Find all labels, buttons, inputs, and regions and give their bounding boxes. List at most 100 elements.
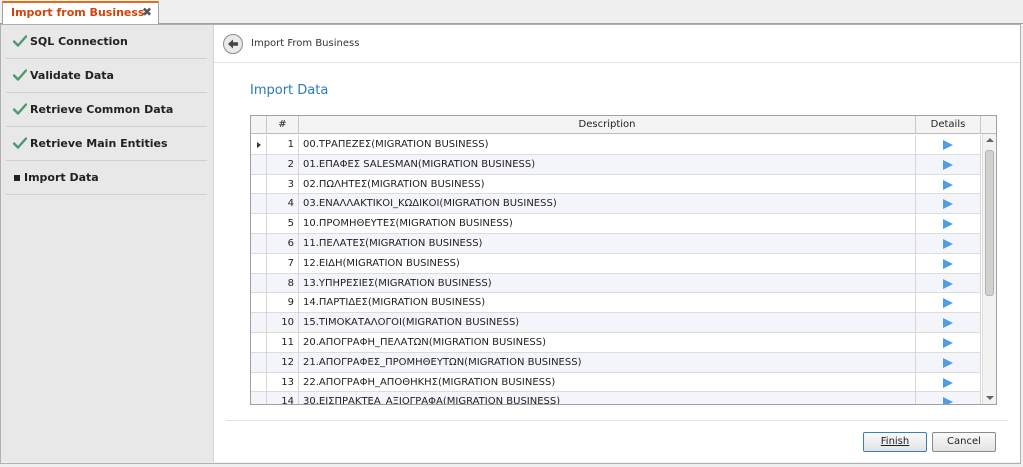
step-retrieve-main-entities[interactable]: Retrieve Main Entities — [6, 127, 207, 161]
check-icon — [13, 103, 27, 115]
row-indicator — [251, 135, 267, 155]
row-number: 5 — [267, 214, 299, 234]
finish-button[interactable]: Finish — [863, 432, 927, 452]
row-indicator — [251, 233, 267, 254]
table-row[interactable]: 1 00.ΤΡΑΠΕΖΕΣ(MIGRATION BUSINESS) — [251, 135, 981, 155]
scroll-up-icon[interactable] — [986, 138, 994, 142]
check-icon — [13, 137, 27, 149]
row-number: 13 — [267, 372, 299, 393]
play-icon[interactable] — [943, 298, 953, 309]
table-row[interactable]: 14 30.ΕΙΣΠΡΑΚΤΕΑ_ΑΞΙΟΓΡΑΦΑ(MIGRATION BUSI… — [251, 392, 981, 404]
row-indicator — [251, 273, 267, 294]
row-indicator — [251, 194, 267, 215]
row-number: 2 — [267, 154, 299, 175]
table-row[interactable]: 8 13.ΥΠΗΡΕΣΙΕΣ(MIGRATION BUSINESS) — [251, 273, 981, 294]
step-import-data[interactable]: Import Data — [6, 161, 207, 195]
step-label: Retrieve Common Data — [30, 103, 174, 116]
row-description: 10.ΠΡΟΜΗΘΕΥΤΕΣ(MIGRATION BUSINESS) — [299, 214, 916, 234]
row-details — [916, 174, 981, 195]
table-row[interactable]: 7 12.ΕΙΔΗ(MIGRATION BUSINESS) — [251, 253, 981, 274]
vertical-scrollbar[interactable] — [982, 134, 996, 404]
play-icon[interactable] — [943, 199, 953, 210]
play-icon[interactable] — [943, 377, 953, 388]
row-description: 00.ΤΡΑΠΕΖΕΣ(MIGRATION BUSINESS) — [299, 135, 916, 155]
row-number: 14 — [267, 392, 299, 404]
table-row[interactable]: 3 02.ΠΩΛΗΤΕΣ(MIGRATION BUSINESS) — [251, 174, 981, 195]
row-indicator — [251, 293, 267, 314]
close-icon[interactable]: ✖ — [141, 5, 152, 19]
row-details — [916, 273, 981, 294]
row-details — [916, 135, 981, 155]
step-label: SQL Connection — [30, 35, 128, 48]
finish-button-label: Finish — [880, 436, 910, 447]
import-data-grid: # Description Details 1 00.ΤΡΑΠΕΖΕΣ(MIGRA… — [250, 115, 997, 405]
row-description: 11.ΠΕΛΑΤΕΣ(MIGRATION BUSINESS) — [299, 233, 916, 254]
row-description: 01.ΕΠΑΦΕΣ SALESMAN(MIGRATION BUSINESS) — [299, 154, 916, 175]
row-number: 6 — [267, 233, 299, 254]
column-header-details[interactable]: Details — [916, 116, 981, 134]
wizard-steps-sidebar: SQL Connection Validate Data Retrieve Co… — [0, 25, 214, 462]
play-icon[interactable] — [943, 318, 953, 329]
row-indicator — [251, 214, 267, 234]
row-details — [916, 392, 981, 404]
grid-header: # Description Details — [251, 116, 996, 134]
table-row[interactable]: 10 15.ΤΙΜΟΚΑΤΑΛΟΓΟΙ(MIGRATION BUSINESS) — [251, 313, 981, 333]
table-row[interactable]: 11 20.ΑΠΟΓΡΑΦΗ_ΠΕΛΑΤΩΝ(MIGRATION BUSINESS… — [251, 332, 981, 353]
column-header-description[interactable]: Description — [299, 116, 916, 134]
step-validate-data[interactable]: Validate Data — [6, 59, 207, 93]
row-description: 03.ΕΝΑΛΛΑΚΤΙΚΟΙ_ΚΩΔΙΚΟΙ(MIGRATION BUSINE… — [299, 194, 916, 215]
play-icon[interactable] — [943, 159, 953, 170]
scroll-down-icon[interactable] — [986, 396, 994, 400]
grid-rows: 1 00.ΤΡΑΠΕΖΕΣ(MIGRATION BUSINESS) 2 01.ΕΠΑΦ… — [251, 135, 981, 404]
step-retrieve-common-data[interactable]: Retrieve Common Data — [6, 93, 207, 127]
play-icon[interactable] — [943, 337, 953, 348]
row-indicator — [251, 174, 267, 195]
play-icon[interactable] — [943, 397, 953, 404]
row-details — [916, 332, 981, 353]
row-description: 02.ΠΩΛΗΤΕΣ(MIGRATION BUSINESS) — [299, 174, 916, 195]
row-description: 14.ΠΑΡΤΙΔΕΣ(MIGRATION BUSINESS) — [299, 293, 916, 314]
row-details — [916, 194, 981, 215]
indicator-column-header — [251, 116, 267, 134]
section-title: Import Data — [250, 83, 329, 98]
column-header-num[interactable]: # — [267, 116, 299, 134]
row-details — [916, 352, 981, 373]
back-button[interactable] — [223, 34, 243, 54]
play-icon[interactable] — [943, 357, 953, 368]
tab-import-from-business[interactable]: Import from Business ✖ — [2, 1, 159, 25]
table-row[interactable]: 2 01.ΕΠΑΦΕΣ SALESMAN(MIGRATION BUSINESS) — [251, 154, 981, 175]
play-icon[interactable] — [943, 278, 953, 289]
row-details — [916, 214, 981, 234]
play-icon[interactable] — [943, 238, 953, 249]
current-row-indicator-icon — [257, 142, 261, 148]
play-icon[interactable] — [943, 140, 953, 150]
cancel-button[interactable]: Cancel — [932, 432, 996, 452]
row-indicator — [251, 392, 267, 404]
row-details — [916, 233, 981, 254]
table-row[interactable]: 4 03.ΕΝΑΛΛΑΚΤΙΚΟΙ_ΚΩΔΙΚΟΙ(MIGRATION BUSIN… — [251, 194, 981, 215]
table-row[interactable]: 9 14.ΠΑΡΤΙΔΕΣ(MIGRATION BUSINESS) — [251, 293, 981, 314]
scroll-thumb[interactable] — [985, 150, 994, 296]
row-details — [916, 154, 981, 175]
play-icon[interactable] — [943, 179, 953, 190]
row-description: 15.ΤΙΜΟΚΑΤΑΛΟΓΟΙ(MIGRATION BUSINESS) — [299, 313, 916, 333]
row-number: 7 — [267, 253, 299, 274]
table-row[interactable]: 13 22.ΑΠΟΓΡΑΦΗ_ΑΠΟΘΗΚΗΣ(MIGRATION BUSINES… — [251, 372, 981, 393]
table-row[interactable]: 12 21.ΑΠΟΓΡΑΦΕΣ_ΠΡΟΜΗΘΕΥΤΩΝ(MIGRATION BUS… — [251, 352, 981, 373]
row-details — [916, 372, 981, 393]
play-icon[interactable] — [943, 258, 953, 269]
step-label: Import Data — [24, 171, 99, 184]
step-sql-connection[interactable]: SQL Connection — [6, 25, 207, 59]
row-description: 21.ΑΠΟΓΡΑΦΕΣ_ΠΡΟΜΗΘΕΥΤΩΝ(MIGRATION BUSIN… — [299, 352, 916, 373]
row-details — [916, 253, 981, 274]
row-number: 10 — [267, 313, 299, 333]
table-row[interactable]: 5 10.ΠΡΟΜΗΘΕΥΤΕΣ(MIGRATION BUSINESS) — [251, 214, 981, 234]
table-row[interactable]: 6 11.ΠΕΛΑΤΕΣ(MIGRATION BUSINESS) — [251, 233, 981, 254]
footer-divider — [226, 420, 1008, 421]
tab-strip: Import from Business ✖ — [0, 0, 1023, 25]
row-number: 11 — [267, 332, 299, 353]
row-description: 22.ΑΠΟΓΡΑΦΗ_ΑΠΟΘΗΚΗΣ(MIGRATION BUSINESS) — [299, 372, 916, 393]
row-indicator — [251, 352, 267, 373]
play-icon[interactable] — [943, 219, 953, 230]
row-indicator — [251, 313, 267, 333]
